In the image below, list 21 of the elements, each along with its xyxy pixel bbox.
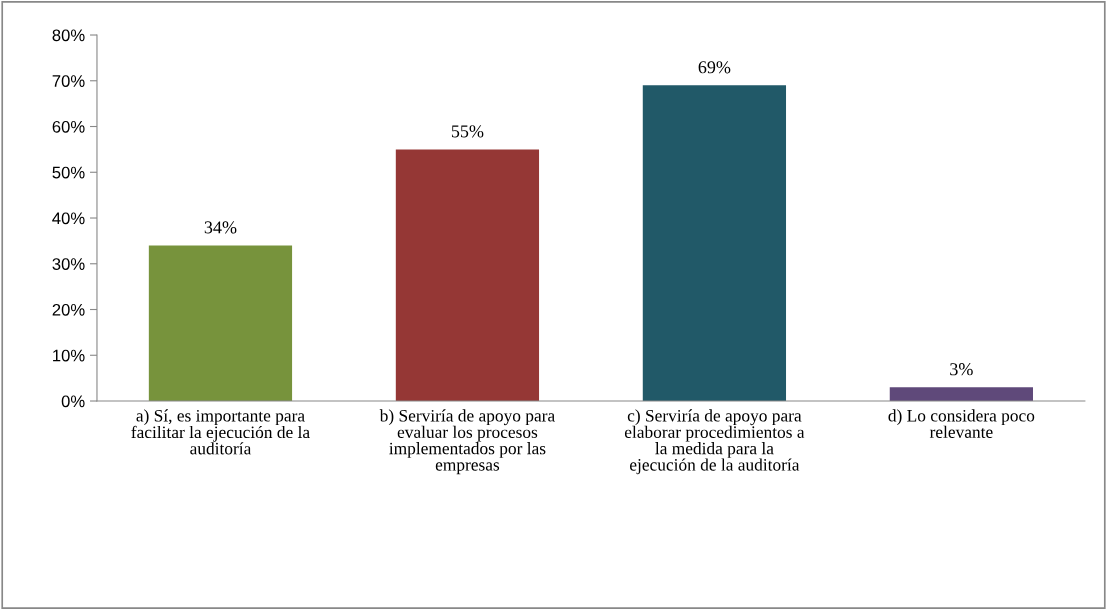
data-label: 55% xyxy=(451,125,484,138)
data-label: 69% xyxy=(698,61,731,74)
data-label: 34% xyxy=(204,221,237,234)
bar xyxy=(889,387,1033,402)
data-label: 3% xyxy=(950,363,973,376)
y-tick-label: 50% xyxy=(52,166,85,179)
y-tick-label: 80% xyxy=(52,29,85,42)
y-tick-label: 0% xyxy=(61,395,85,408)
x-tick-label: a) Sí, es importante para facilitar la ejecución de la auditoría xyxy=(131,409,310,455)
y-tick-label: 40% xyxy=(52,212,85,225)
bar xyxy=(642,85,787,402)
y-tick-label: 20% xyxy=(52,303,85,316)
y-tick-label: 30% xyxy=(52,258,85,270)
y-tick-label: 10% xyxy=(53,349,85,362)
y-tick-label: 70% xyxy=(52,75,85,87)
bar xyxy=(395,149,540,402)
y-tick-label: 60% xyxy=(52,120,85,133)
x-tick-label: b) Serviría de apoyo para evaluar los procesos implementados por las empresas xyxy=(379,409,555,475)
bar xyxy=(148,245,293,402)
x-tick-label: d) Lo considera poco relevante xyxy=(888,409,1035,438)
x-tick-label: c) Serviría de apoyo para elaborar procedimientos a la medida para la ejecución de la auditoría xyxy=(624,409,805,475)
